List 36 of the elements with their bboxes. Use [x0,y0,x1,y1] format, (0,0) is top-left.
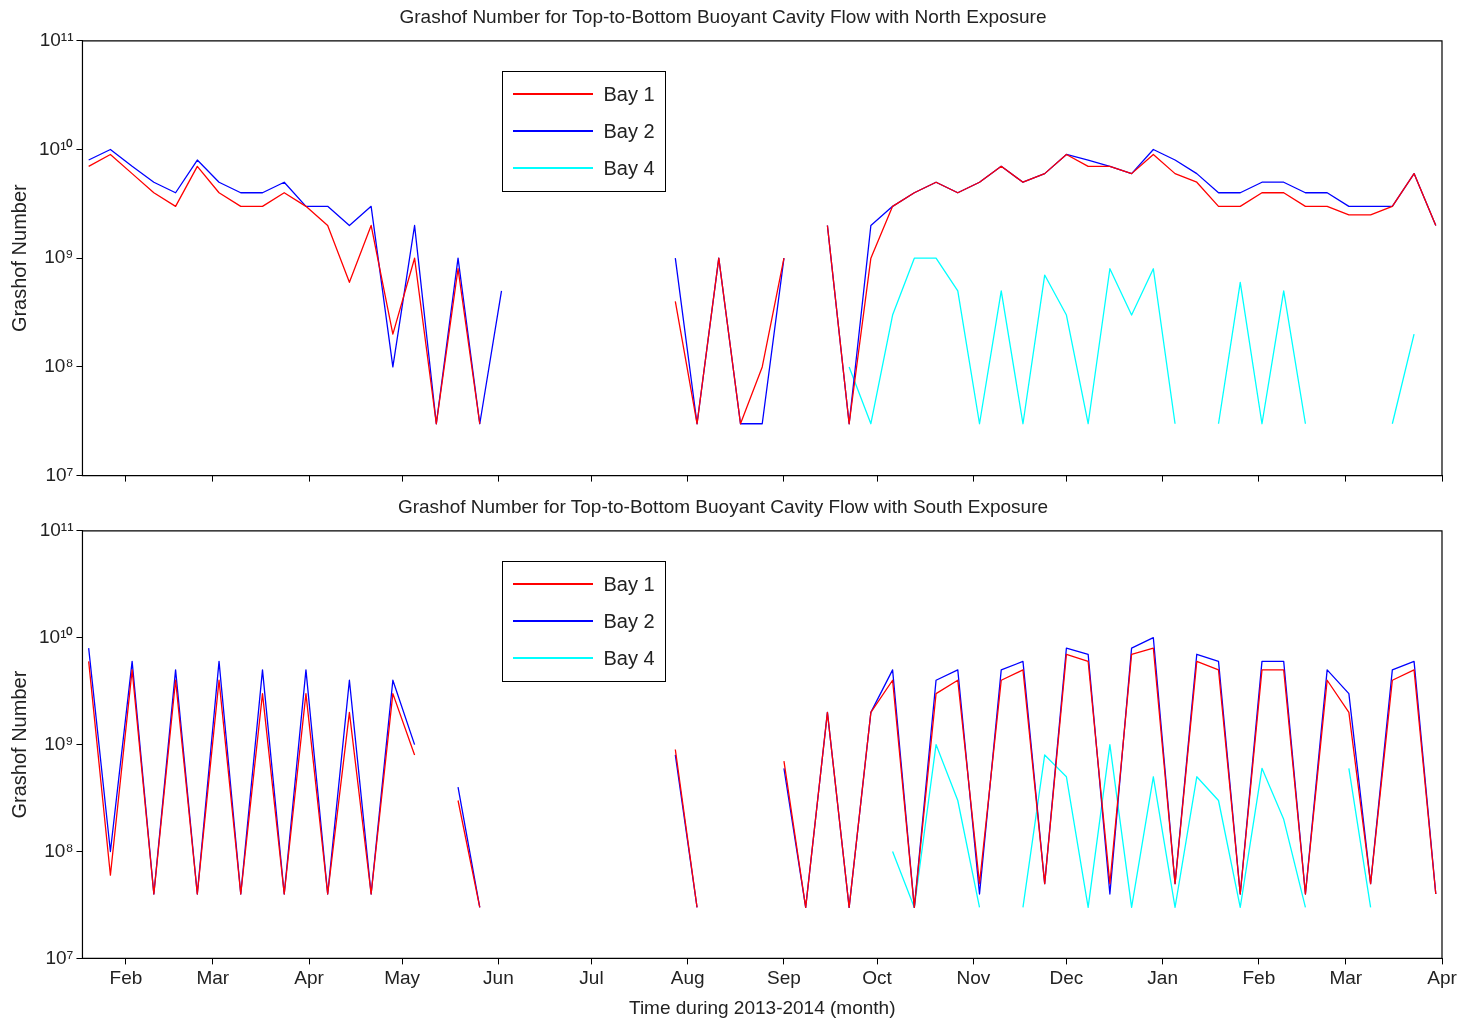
y-tick-label: 10⁷ [45,463,74,485]
legend-label: Bay 1 [603,572,655,596]
x-tick-label: Jun [483,967,514,989]
x-tick-label: May [384,967,421,989]
legend-label: Bay 2 [603,609,655,633]
y-tick-label: 10⁷ [45,946,74,968]
x-tick-label: Apr [294,967,325,989]
x-tick-label: Mar [196,967,230,989]
chart-title: Grashof Number for Top-to-Bottom Buoyant Cavity Flow with South Exposure [397,495,1049,517]
legend-label: Bay 2 [603,119,655,143]
y-tick-label: 10⁹ [44,732,74,754]
legend-label: Bay 4 [603,646,655,670]
x-axis-title: Time during 2013-2014 (month) [628,996,896,1018]
x-tick-label: Apr [1427,967,1458,989]
y-tick-label: 10⁹ [44,246,74,268]
x-tick-label: Oct [862,967,893,989]
x-tick-label: Aug [670,967,705,989]
y-tick-label: 10¹¹ [39,29,74,51]
x-tick-label: Dec [1049,967,1084,989]
y-tick-label: 10¹⁰ [38,625,74,647]
legend-label: Bay 1 [603,82,655,106]
chart-title: Grashof Number for Top-to-Bottom Buoyant Cavity Flow with North Exposure [399,5,1047,27]
y-tick-label: 10¹⁰ [38,137,74,159]
y-axis-title: Grashof Number [7,670,30,819]
x-tick-label: Feb [1242,967,1276,989]
y-tick-label: 10¹¹ [39,519,74,541]
x-tick-label: Jul [579,967,604,989]
y-tick-label: 10⁸ [44,355,74,377]
x-tick-label: Feb [109,967,143,989]
x-tick-label: Nov [956,967,991,989]
legend-label: Bay 4 [603,156,655,180]
y-tick-label: 10⁸ [44,839,74,861]
y-axis-title: Grashof Number [7,183,30,333]
x-tick-label: Mar [1329,967,1363,989]
x-tick-label: Sep [767,967,801,989]
x-tick-label: Jan [1147,967,1178,989]
